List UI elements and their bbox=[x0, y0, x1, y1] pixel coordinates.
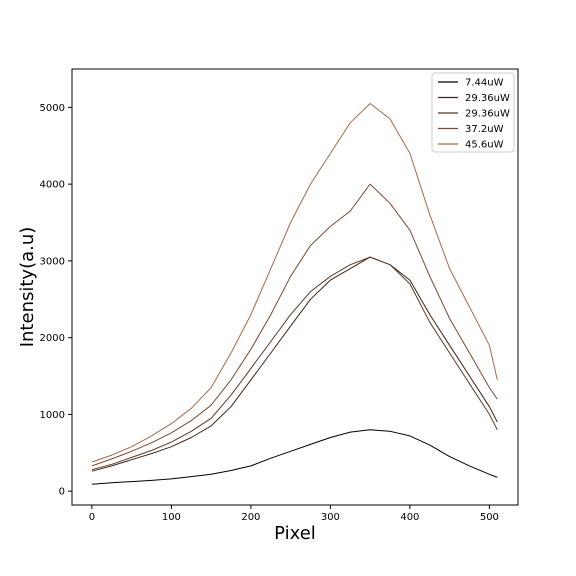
legend-box bbox=[431, 72, 515, 153]
plot-frame bbox=[71, 68, 519, 506]
legend: 7.44uW 29.36uW 29.36uW 37.2uW 45.6uW bbox=[431, 72, 515, 153]
x-axis-ticks: 0 100 200 300 400 500 bbox=[89, 505, 499, 523]
series-line-3 bbox=[91, 183, 498, 467]
y-tick-label: 4000 bbox=[40, 180, 65, 191]
y-axis-ticks: 0 1000 2000 3000 4000 5000 bbox=[40, 103, 72, 498]
legend-label: 37.2uW bbox=[465, 124, 504, 135]
x-tick-label: 300 bbox=[321, 512, 340, 523]
plot-lines bbox=[91, 103, 498, 485]
x-tick-label: 100 bbox=[162, 512, 181, 523]
y-tick-label: 3000 bbox=[40, 256, 65, 267]
legend-label: 29.36uW bbox=[465, 109, 510, 120]
x-tick-label: 500 bbox=[480, 512, 499, 523]
series-line-0 bbox=[91, 429, 498, 485]
y-axis-label: Intensity(a.u) bbox=[17, 227, 38, 348]
x-tick-label: 200 bbox=[241, 512, 260, 523]
series-line-4 bbox=[91, 103, 498, 463]
y-tick-label: 2000 bbox=[40, 333, 65, 344]
series-line-2 bbox=[91, 256, 498, 471]
y-tick-label: 5000 bbox=[40, 103, 65, 114]
x-axis-label: Pixel bbox=[274, 523, 316, 544]
legend-label: 7.44uW bbox=[465, 78, 504, 89]
series-line-1 bbox=[91, 256, 498, 472]
y-tick-label: 1000 bbox=[40, 410, 65, 421]
y-tick-label: 0 bbox=[59, 487, 65, 498]
legend-label: 45.6uW bbox=[465, 140, 504, 151]
x-tick-label: 0 bbox=[89, 512, 95, 523]
x-tick-label: 400 bbox=[400, 512, 419, 523]
legend-label: 29.36uW bbox=[465, 93, 510, 104]
